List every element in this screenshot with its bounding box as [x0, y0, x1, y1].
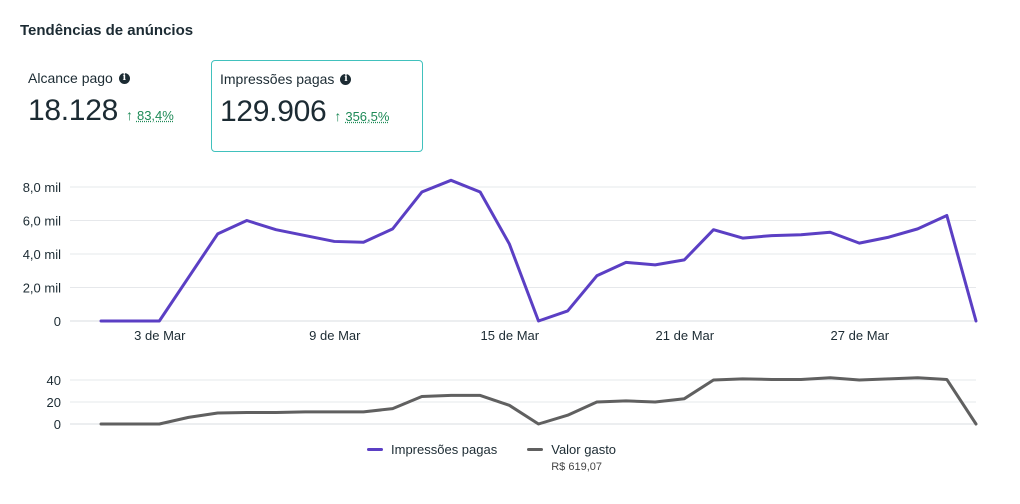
metric-change[interactable]: 356,5% [345, 109, 390, 124]
legend-item-spend[interactable]: Valor gasto R$ 619,07 [527, 442, 616, 473]
legend-label: Valor gasto [551, 442, 617, 457]
y-tick-label: 2,0 mil [23, 281, 61, 296]
arrow-up-icon: ↑ [334, 108, 342, 124]
trends-chart: 0 2,0 mil 4,0 mil 6,0 mil 8,0 mil 0 20 40 3 de M… [23, 178, 978, 432]
page-title: Tendências de anúncios [20, 22, 194, 39]
x-tick-label: 15 de Mar [481, 328, 540, 343]
y-tick-label: 0 [54, 314, 61, 329]
chart-legend: Impressões pagas Valor gasto R$ 619,07 [367, 442, 616, 473]
info-icon[interactable]: i [118, 72, 130, 84]
legend-swatch [527, 448, 544, 451]
x-tick-label: 27 de Mar [831, 328, 890, 343]
y-tick-label: 6,0 mil [23, 214, 61, 229]
x-tick-label: 3 de Mar [134, 328, 186, 343]
y-tick-label: 20 [47, 395, 61, 410]
series-line [99, 376, 978, 426]
y-tick-label: 8,0 mil [23, 180, 61, 195]
legend-item-impressions[interactable]: Impressões pagas [367, 442, 497, 473]
legend-swatch [367, 448, 383, 451]
info-icon[interactable]: i [340, 73, 352, 85]
legend-label: Impressões pagas [391, 442, 498, 457]
metric-card-paid-reach[interactable]: Alcance pago i 18.128 ↑ 83,4% [20, 60, 200, 152]
y-tick-label: 0 [54, 417, 61, 432]
metric-label: Alcance pago [28, 70, 113, 86]
metric-label: Impressões pagas [220, 71, 335, 87]
metric-value: 129.906 [220, 95, 327, 128]
legend-spend-total: R$ 619,07 [551, 461, 602, 473]
x-tick-label: 9 de Mar [309, 328, 361, 343]
metric-card-paid-impressions[interactable]: Impressões pagas i 129.906 ↑ 356,5% [211, 60, 423, 152]
x-tick-label: 21 de Mar [656, 328, 715, 343]
series-line [99, 178, 978, 323]
metric-change[interactable]: 83,4% [136, 108, 174, 123]
arrow-up-icon: ↑ [125, 107, 133, 123]
metric-value: 18.128 [28, 94, 118, 127]
y-tick-label: 40 [47, 373, 61, 388]
y-tick-label: 4,0 mil [23, 247, 61, 262]
